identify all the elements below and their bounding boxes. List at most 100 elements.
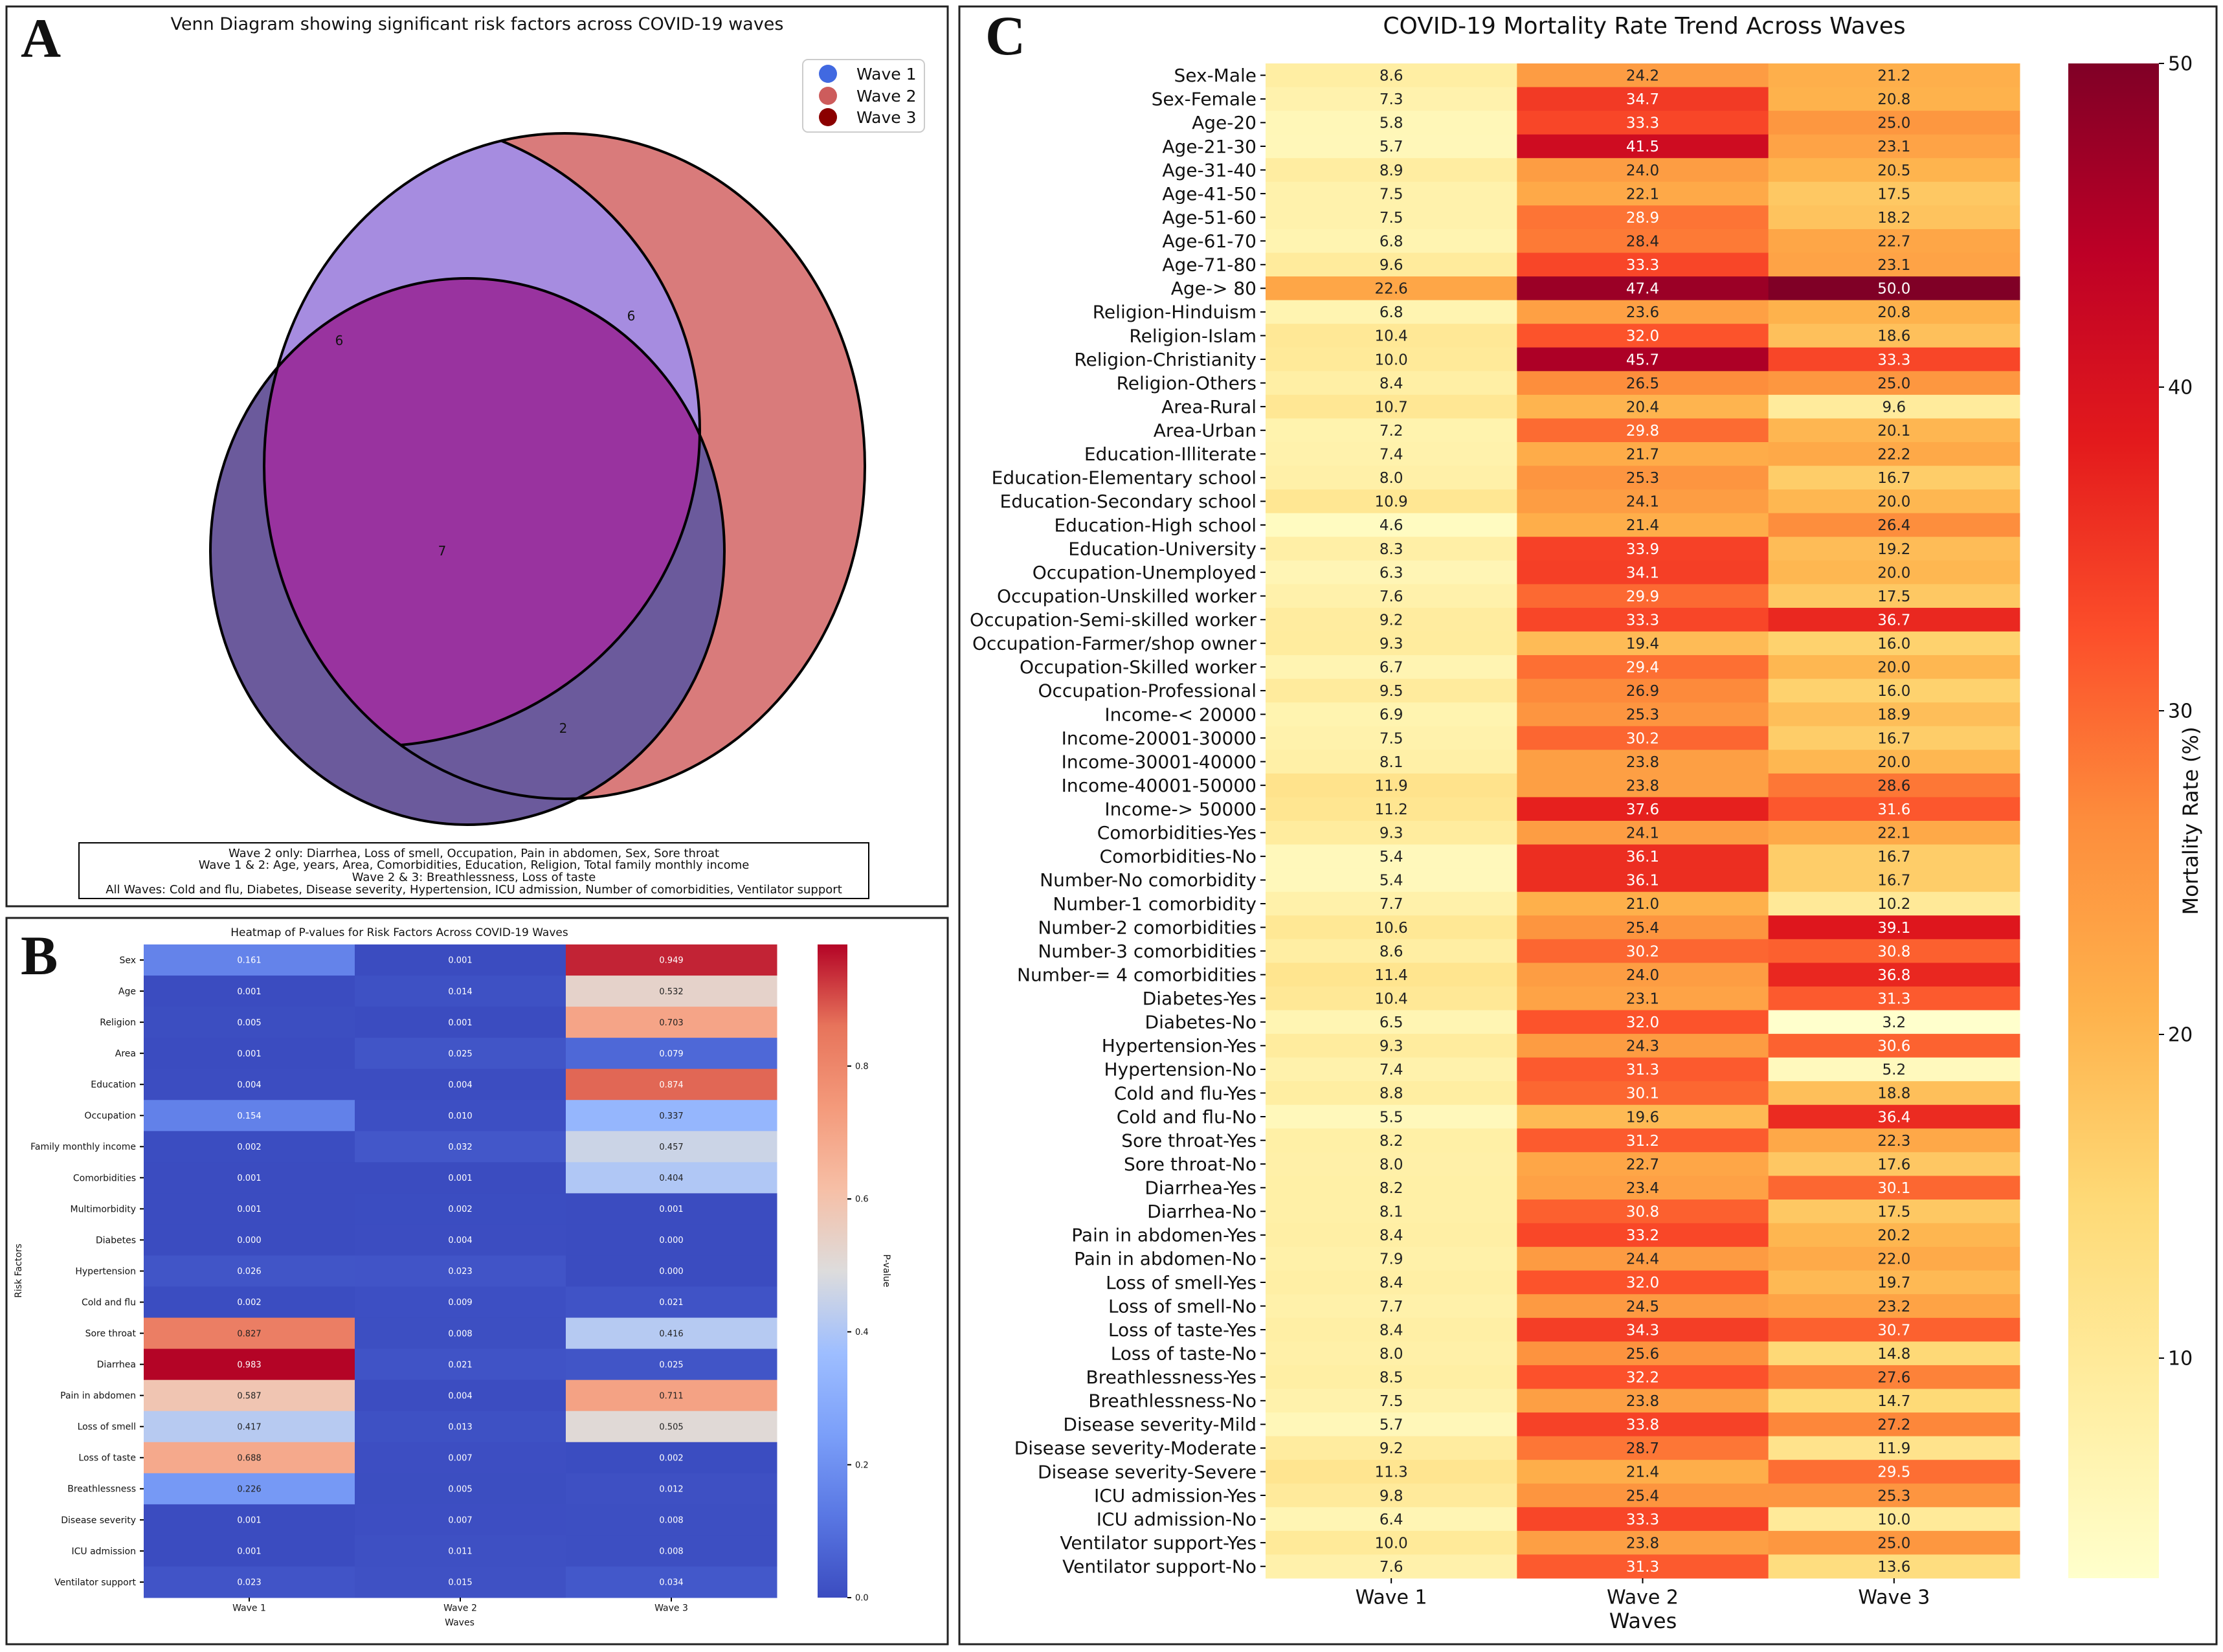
mortality-cell-sore-throat-no-wave2 <box>1517 1152 1769 1176</box>
mortality-row-label-diarrhea-yes: Diarrhea-Yes <box>1145 1178 1257 1199</box>
mortality-cell-cold-and-flu-yes-wave2 <box>1517 1081 1769 1106</box>
mortality-cell-education-illiterate-wave2 <box>1517 442 1769 467</box>
mortality-value-number-4-comorbidities-wave3: 36.8 <box>1877 967 1910 984</box>
pvalue-value-pain-in-abdomen-wave3: 0.711 <box>659 1391 683 1401</box>
mortality-row-label-ventilator-support-yes: Ventilator support-Yes <box>1060 1532 1257 1554</box>
pvalue-cell-family-monthly-income-wave1 <box>144 1131 355 1163</box>
mortality-cell-age-41-50-wave1 <box>1266 181 1517 206</box>
pvalue-cell-disease-severity-wave1 <box>144 1504 355 1536</box>
mortality-value-icu-admission-yes-wave2: 25.4 <box>1626 1488 1659 1504</box>
mortality-row-label-number-no-comorbidity: Number-No comorbidity <box>1040 869 1257 891</box>
mortality-column-label-wave-1: Wave 1 <box>1356 1587 1427 1609</box>
mortality-value-diabetes-no-wave1: 6.5 <box>1380 1014 1403 1031</box>
mortality-value-education-secondary-school-wave2: 24.1 <box>1626 494 1659 511</box>
pvalue-colorbar-tick-label-0-4: 0.4 <box>855 1328 869 1337</box>
mortality-row-label-ventilator-support-no: Ventilator support-No <box>1062 1556 1257 1578</box>
mortality-cell-sore-throat-yes-wave1 <box>1266 1128 1517 1153</box>
mortality-cell-income-50000-wave2 <box>1517 797 1769 821</box>
mortality-value-breathlessness-yes-wave3: 27.6 <box>1877 1369 1910 1386</box>
mortality-value-ventilator-support-no-wave3: 13.6 <box>1877 1559 1910 1576</box>
pvalue-value-icu-admission-wave1: 0.001 <box>237 1547 261 1557</box>
mortality-value-education-secondary-school-wave1: 10.9 <box>1375 494 1408 511</box>
mortality-cell-loss-of-taste-no-wave2 <box>1517 1341 1769 1366</box>
pvalue-row-label-loss-of-taste: Loss of taste <box>78 1453 136 1464</box>
mortality-cell-religion-christianity-wave3 <box>1768 347 2020 372</box>
mortality-row-label-sex-male: Sex-Male <box>1174 65 1257 86</box>
mortality-cell-pain-in-abdomen-no-wave2 <box>1517 1247 1769 1271</box>
mortality-value-sore-throat-yes-wave1: 8.2 <box>1380 1133 1403 1150</box>
mortality-colorbar <box>2068 63 2159 1578</box>
pvalue-value-occupation-wave2: 0.010 <box>448 1111 472 1121</box>
mortality-value-sex-female-wave2: 34.7 <box>1626 91 1659 108</box>
mortality-value-occupation-skilled-worker-wave2: 29.4 <box>1626 660 1659 676</box>
mortality-cell-number-2-comorbidities-wave3 <box>1768 915 2020 940</box>
pvalue-cell-cold-and-flu-wave1 <box>144 1286 355 1319</box>
legend-wave2-label: Wave 2 <box>856 87 916 106</box>
pvalue-cell-hypertension-wave2 <box>355 1255 566 1288</box>
pvalue-cell-breathlessness-wave3 <box>566 1473 777 1505</box>
mortality-cell-hypertension-no-wave2 <box>1517 1057 1769 1082</box>
mortality-colorbar-tick-label-20: 20 <box>2168 1024 2193 1047</box>
pvalue-value-breathlessness-wave2: 0.005 <box>448 1485 472 1495</box>
mortality-value-age-41-50-wave2: 22.1 <box>1626 186 1659 203</box>
pvalue-colorbar-ticks: 0.0 0.2 0.4 0.6 0.8 <box>847 1062 869 1603</box>
mortality-value-disease-severity-mild-wave1: 5.7 <box>1380 1417 1403 1434</box>
pvalue-value-multimorbidity-wave1: 0.001 <box>237 1205 261 1214</box>
mortality-cell-occupation-unemployed-wave2 <box>1517 560 1769 585</box>
pvalue-cell-diabetes-wave2 <box>355 1224 566 1256</box>
mortality-value-occupation-professional-wave2: 26.9 <box>1626 683 1659 700</box>
mortality-cell-icu-admission-no-wave2 <box>1517 1507 1769 1532</box>
mortality-cell-icu-admission-yes-wave2 <box>1517 1483 1769 1508</box>
pvalue-value-icu-admission-wave2: 0.011 <box>448 1547 472 1557</box>
mortality-cell-income-20001-30000-wave2 <box>1517 726 1769 750</box>
mortality-cell-loss-of-taste-no-wave3 <box>1768 1341 2020 1366</box>
mortality-row-label-comorbidities-yes: Comorbidities-Yes <box>1097 822 1257 843</box>
pvalue-value-age-wave1: 0.001 <box>237 987 261 997</box>
mortality-value-disease-severity-mild-wave2: 33.8 <box>1626 1417 1659 1434</box>
pvalue-value-ventilator-support-wave1: 0.023 <box>237 1578 261 1588</box>
mortality-value-occupation-unemployed-wave1: 6.3 <box>1380 564 1403 581</box>
mortality-value-education-elementary-school-wave1: 8.0 <box>1380 470 1403 487</box>
mortality-value-cold-and-flu-no-wave2: 19.6 <box>1626 1109 1659 1126</box>
mortality-cell-education-illiterate-wave3 <box>1768 442 2020 467</box>
pvalue-cell-loss-of-taste-wave2 <box>355 1442 566 1474</box>
pvalue-cell-disease-severity-wave3 <box>566 1504 777 1536</box>
mortality-row-label-hypertension-yes: Hypertension-Yes <box>1102 1035 1257 1056</box>
mortality-cell-breathlessness-no-wave1 <box>1266 1389 1517 1413</box>
mortality-cell-education-secondary-school-wave1 <box>1266 489 1517 514</box>
mortality-value-income-50000-wave2: 37.6 <box>1626 801 1659 818</box>
mortality-cell-sex-male-wave1 <box>1266 63 1517 88</box>
mortality-value-occupation-unskilled-worker-wave3: 17.5 <box>1877 588 1910 605</box>
mortality-cell-occupation-skilled-worker-wave1 <box>1266 655 1517 680</box>
mortality-value-loss-of-taste-no-wave3: 14.8 <box>1877 1346 1910 1363</box>
pvalue-value-education-wave2: 0.004 <box>448 1080 472 1090</box>
mortality-value-pain-in-abdomen-yes-wave3: 20.2 <box>1877 1227 1910 1244</box>
mortality-cell-occupation-unemployed-wave1 <box>1266 560 1517 585</box>
pvalue-cell-loss-of-taste-wave3 <box>566 1442 777 1474</box>
pvalue-value-family-monthly-income-wave3: 0.457 <box>659 1143 683 1152</box>
mortality-value-education-university-wave1: 8.3 <box>1380 541 1403 558</box>
mortality-value-age-41-50-wave1: 7.5 <box>1380 186 1403 203</box>
pvalue-value-sex-wave2: 0.001 <box>448 956 472 966</box>
mortality-cell-age-80-wave3 <box>1768 276 2020 301</box>
mortality-cell-diarrhea-no-wave2 <box>1517 1200 1769 1224</box>
mortality-value-income-20001-30000-wave3: 16.7 <box>1877 730 1910 747</box>
pvalue-cell-hypertension-wave3 <box>566 1255 777 1288</box>
pvalue-cell-sex-wave3 <box>566 944 777 976</box>
mortality-value-age-80-wave2: 47.4 <box>1626 281 1659 298</box>
mortality-cell-disease-severity-severe-wave3 <box>1768 1460 2020 1484</box>
mortality-row-label-sore-throat-yes: Sore throat-Yes <box>1121 1130 1257 1151</box>
mortality-value-sex-male-wave3: 21.2 <box>1877 68 1910 85</box>
mortality-value-age-51-60-wave1: 7.5 <box>1380 210 1403 227</box>
mortality-value-area-urban-wave3: 20.1 <box>1877 423 1910 440</box>
mortality-value-hypertension-no-wave3: 5.2 <box>1882 1062 1906 1078</box>
mortality-cell-loss-of-taste-yes-wave2 <box>1517 1317 1769 1342</box>
mortality-value-sore-throat-no-wave3: 17.6 <box>1877 1156 1910 1173</box>
mortality-value-ventilator-support-no-wave2: 31.3 <box>1626 1559 1659 1576</box>
mortality-value-loss-of-taste-yes-wave1: 8.4 <box>1380 1322 1403 1339</box>
mortality-value-occupation-unskilled-worker-wave1: 7.6 <box>1380 588 1403 605</box>
mortality-value-breathlessness-yes-wave1: 8.5 <box>1380 1369 1403 1386</box>
mortality-value-number-3-comorbidities-wave3: 30.8 <box>1877 943 1910 960</box>
venn-note-wave2-3: Wave 2 & 3: Breathlessness, Loss of tast… <box>352 871 596 884</box>
pvalue-value-loss-of-smell-wave1: 0.417 <box>237 1422 261 1432</box>
